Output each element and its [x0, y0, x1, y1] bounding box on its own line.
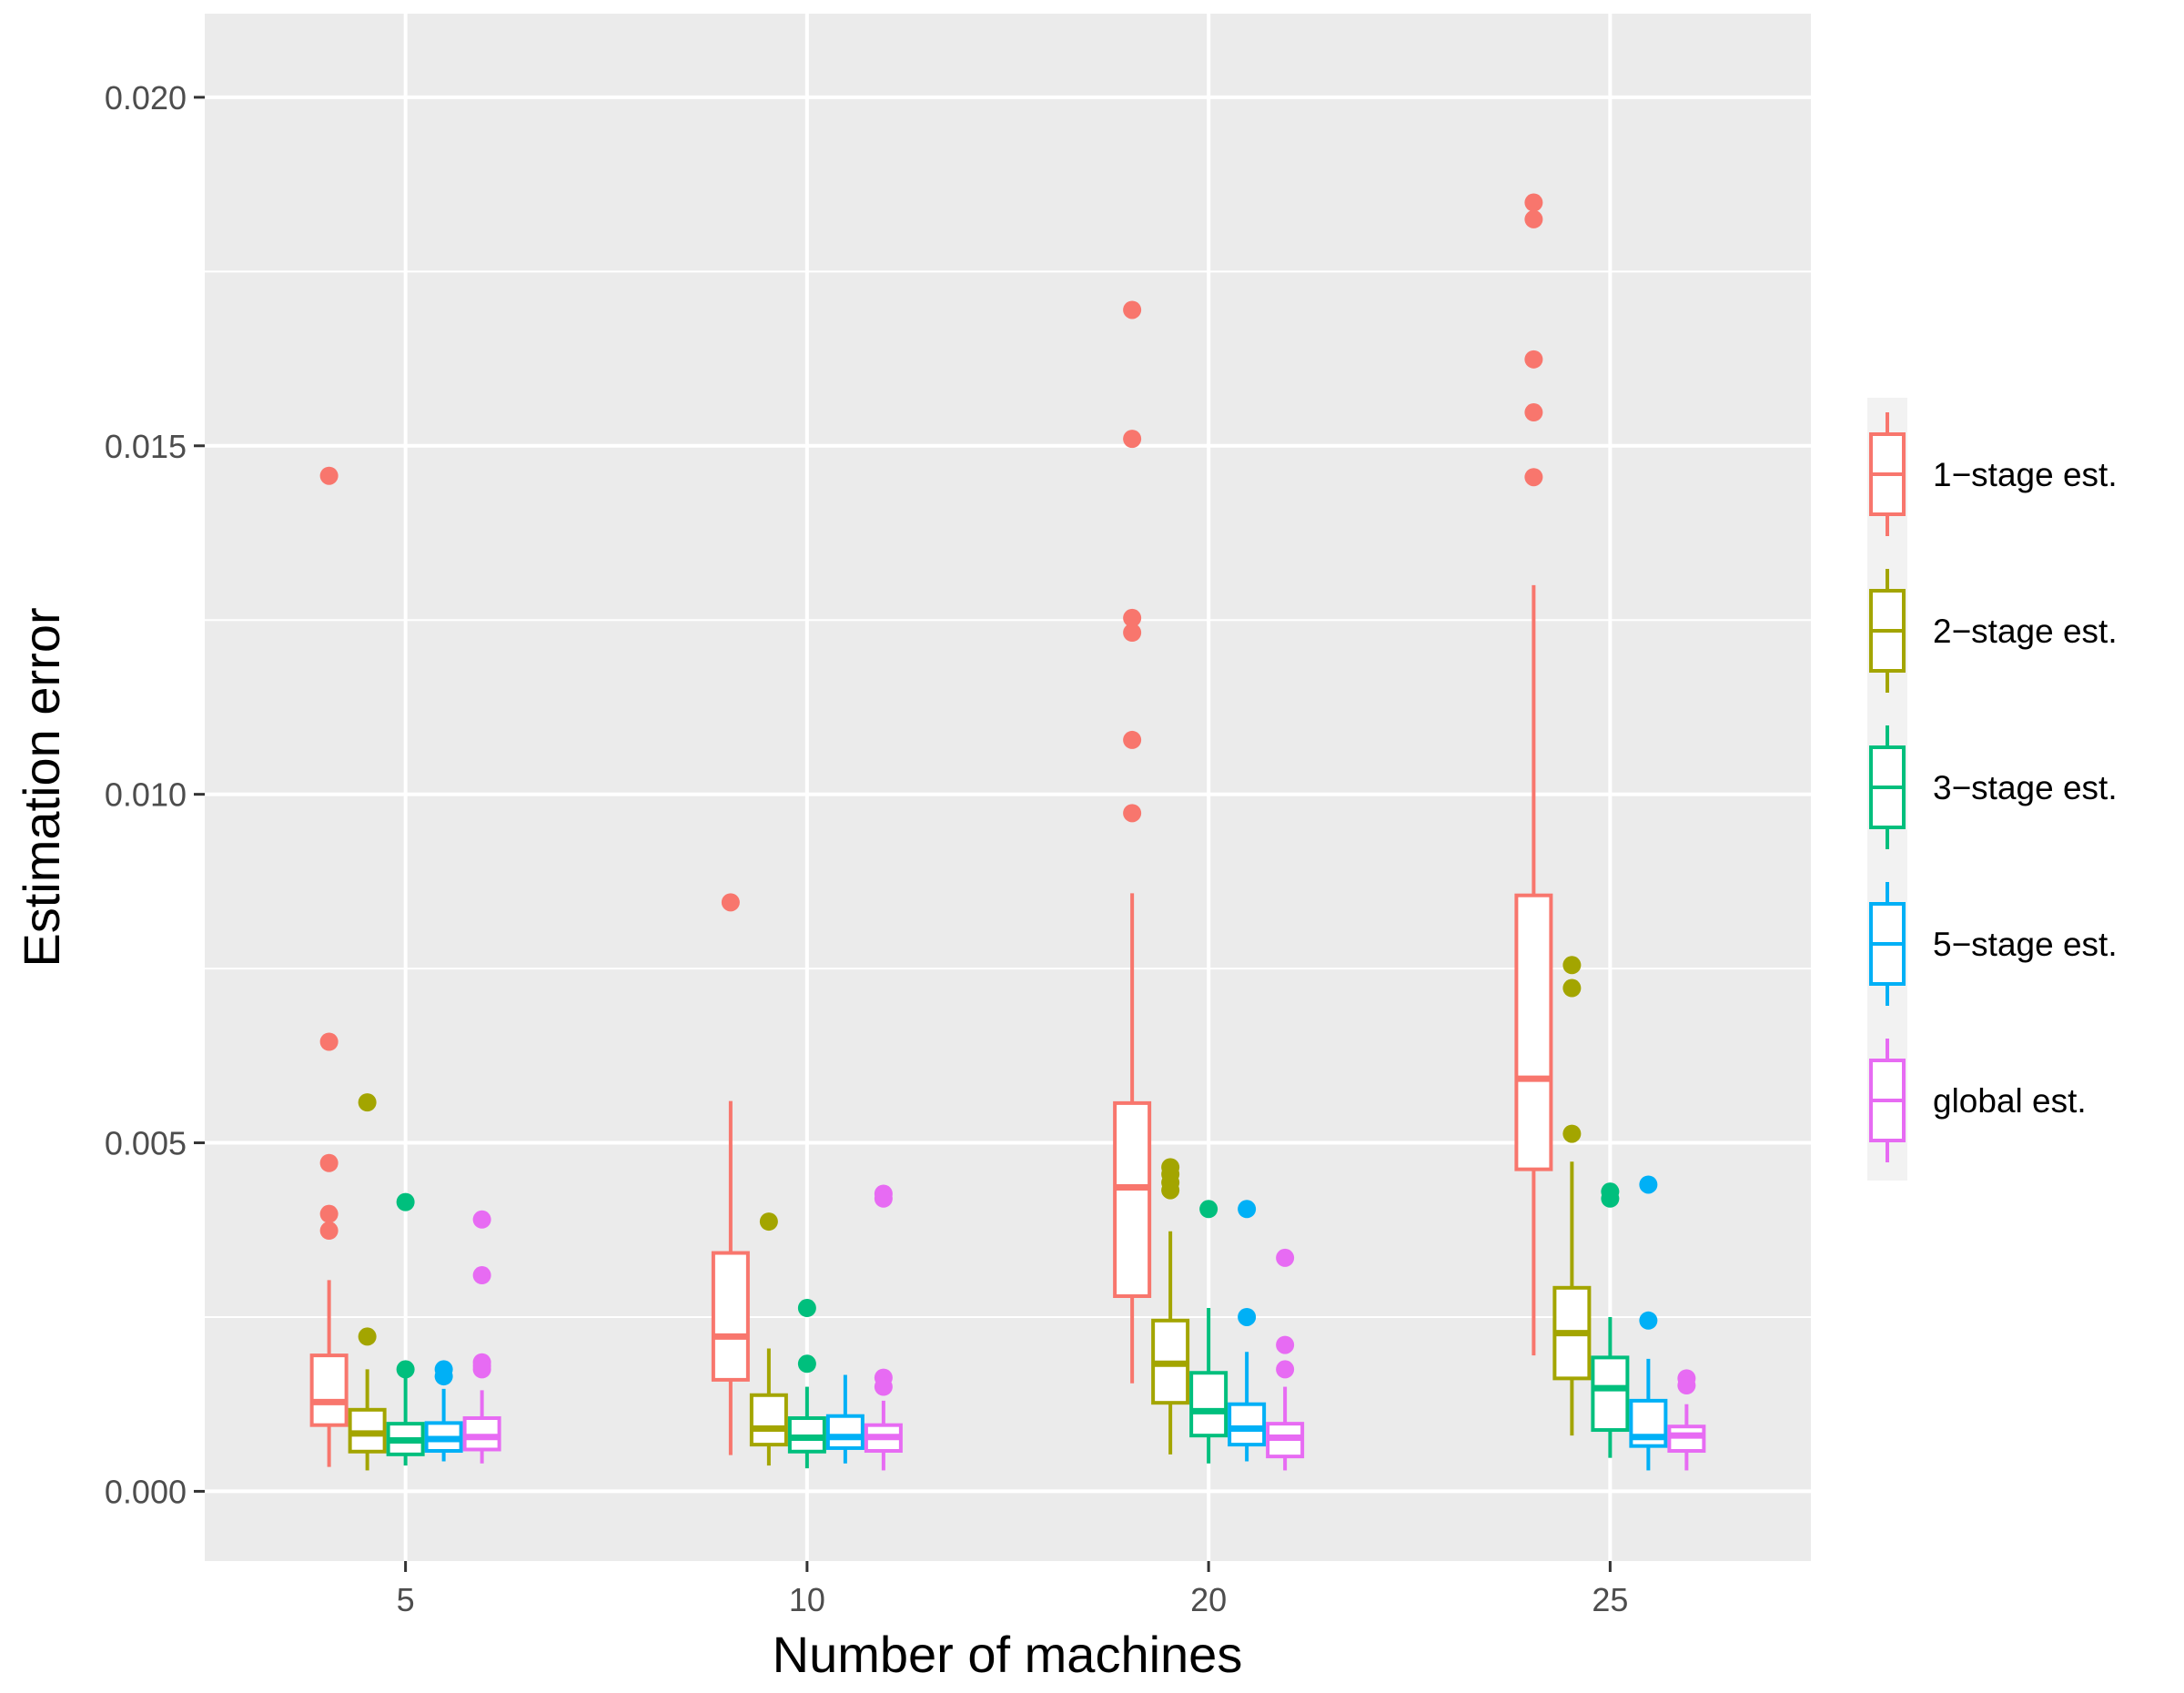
- outlier-point: [874, 1189, 893, 1208]
- outlier-point: [1562, 1124, 1582, 1143]
- legend-label: 3−stage est.: [1933, 769, 2118, 806]
- boxplot-3-10: [787, 1299, 826, 1469]
- outlier-point: [472, 1210, 491, 1229]
- outlier-point: [1562, 956, 1582, 975]
- outlier-point: [1238, 1200, 1257, 1219]
- outlier-point: [1199, 1200, 1218, 1219]
- boxplot-4-20: [1228, 1200, 1267, 1462]
- box: [1591, 1355, 1630, 1433]
- legend-label: 1−stage est.: [1933, 456, 2118, 493]
- outlier-point: [1524, 209, 1543, 228]
- outlier-point: [1123, 608, 1142, 627]
- boxplot-1-10: [711, 893, 750, 1455]
- outlier-point: [396, 1360, 415, 1379]
- outlier-point: [1276, 1335, 1295, 1354]
- legend-item: global est.: [1869, 1039, 2087, 1162]
- outlier-point: [1161, 1181, 1180, 1200]
- outlier-point: [1639, 1175, 1658, 1194]
- axes: 0.000 0.005 0.010 0.015 0.020 5 10 20 25: [105, 79, 1628, 1618]
- outlier-point: [1524, 350, 1543, 369]
- outlier-point: [472, 1360, 491, 1379]
- y-axis-title: Estimation error: [13, 607, 70, 967]
- outlier-point: [1123, 730, 1142, 749]
- outlier-point: [319, 1153, 339, 1172]
- outlier-point: [434, 1367, 453, 1386]
- boxplot-2-25: [1552, 956, 1592, 1436]
- legend-item: 3−stage est.: [1869, 725, 2118, 849]
- boxplot-1-25: [1514, 193, 1553, 1356]
- outlier-point: [1276, 1248, 1295, 1267]
- outlier-point: [1238, 1307, 1257, 1326]
- boxplot-2-20: [1151, 1158, 1190, 1455]
- box: [1113, 1100, 1152, 1299]
- outlier-point: [319, 1032, 339, 1051]
- outlier-point: [1639, 1311, 1658, 1330]
- legend-item: 5−stage est.: [1869, 882, 2118, 1006]
- outlier-point: [1123, 804, 1142, 823]
- outlier-point: [1601, 1189, 1620, 1208]
- x-axis-title: Number of machines: [773, 1626, 1243, 1683]
- outlier-point: [1123, 430, 1142, 449]
- x-tick-label: 20: [1190, 1581, 1227, 1618]
- legend-item: 2−stage est.: [1869, 569, 2118, 693]
- boxplot-4-25: [1629, 1175, 1668, 1471]
- outlier-point: [358, 1093, 377, 1112]
- outlier-point: [319, 1204, 339, 1223]
- outlier-point: [1123, 623, 1142, 642]
- outlier-point: [1524, 403, 1543, 422]
- boxplot-5-5: [462, 1210, 501, 1464]
- outlier-point: [797, 1354, 816, 1374]
- legend-label: global est.: [1933, 1082, 2087, 1120]
- box: [749, 1393, 788, 1447]
- x-tick-label: 25: [1592, 1581, 1628, 1618]
- boxplot-4-10: [825, 1374, 864, 1464]
- outlier-point: [1524, 468, 1543, 487]
- y-tick-label: 0.010: [105, 776, 187, 814]
- boxplot-5-20: [1266, 1248, 1305, 1471]
- boxplot-5-25: [1667, 1369, 1706, 1471]
- y-tick-label: 0.000: [105, 1473, 187, 1510]
- boxplot-3-5: [386, 1192, 425, 1466]
- x-tick-label: 10: [789, 1581, 825, 1618]
- box: [1514, 893, 1553, 1171]
- boxplot-3-25: [1591, 1182, 1630, 1458]
- boxplot-4-5: [424, 1360, 463, 1462]
- legend-label: 2−stage est.: [1933, 613, 2118, 650]
- boxplot-2-10: [749, 1212, 788, 1466]
- box: [309, 1353, 349, 1427]
- boxplots: [309, 193, 1706, 1471]
- boxplot-3-20: [1189, 1200, 1228, 1464]
- outlier-point: [319, 466, 339, 485]
- box: [1228, 1402, 1267, 1447]
- y-tick-label: 0.005: [105, 1125, 187, 1162]
- boxplot-1-5: [309, 466, 349, 1467]
- outlier-point: [1677, 1376, 1696, 1395]
- y-tick-label: 0.020: [105, 79, 187, 117]
- boxplot-5-10: [864, 1184, 903, 1471]
- outlier-point: [319, 1222, 339, 1241]
- outlier-point: [1123, 300, 1142, 319]
- box: [825, 1414, 864, 1450]
- y-tick-label: 0.015: [105, 428, 187, 465]
- outlier-point: [358, 1327, 377, 1346]
- outlier-point: [1524, 193, 1543, 212]
- x-tick-label: 5: [397, 1581, 415, 1618]
- boxplot-1-20: [1113, 300, 1152, 1384]
- legend-label: 5−stage est.: [1933, 926, 2118, 963]
- outlier-point: [472, 1266, 491, 1285]
- outlier-point: [797, 1299, 816, 1318]
- box: [1189, 1371, 1228, 1438]
- box: [711, 1251, 750, 1382]
- outlier-point: [721, 893, 740, 912]
- boxplot-2-5: [348, 1093, 387, 1471]
- legend: 1−stage est. 2−stage est. 3−stage est. 5−st…: [1867, 398, 2118, 1181]
- outlier-point: [1276, 1360, 1295, 1379]
- outlier-point: [759, 1212, 778, 1232]
- legend-item: 1−stage est.: [1869, 412, 2118, 536]
- outlier-point: [396, 1192, 415, 1211]
- outlier-point: [874, 1377, 893, 1396]
- outlier-point: [1562, 978, 1582, 998]
